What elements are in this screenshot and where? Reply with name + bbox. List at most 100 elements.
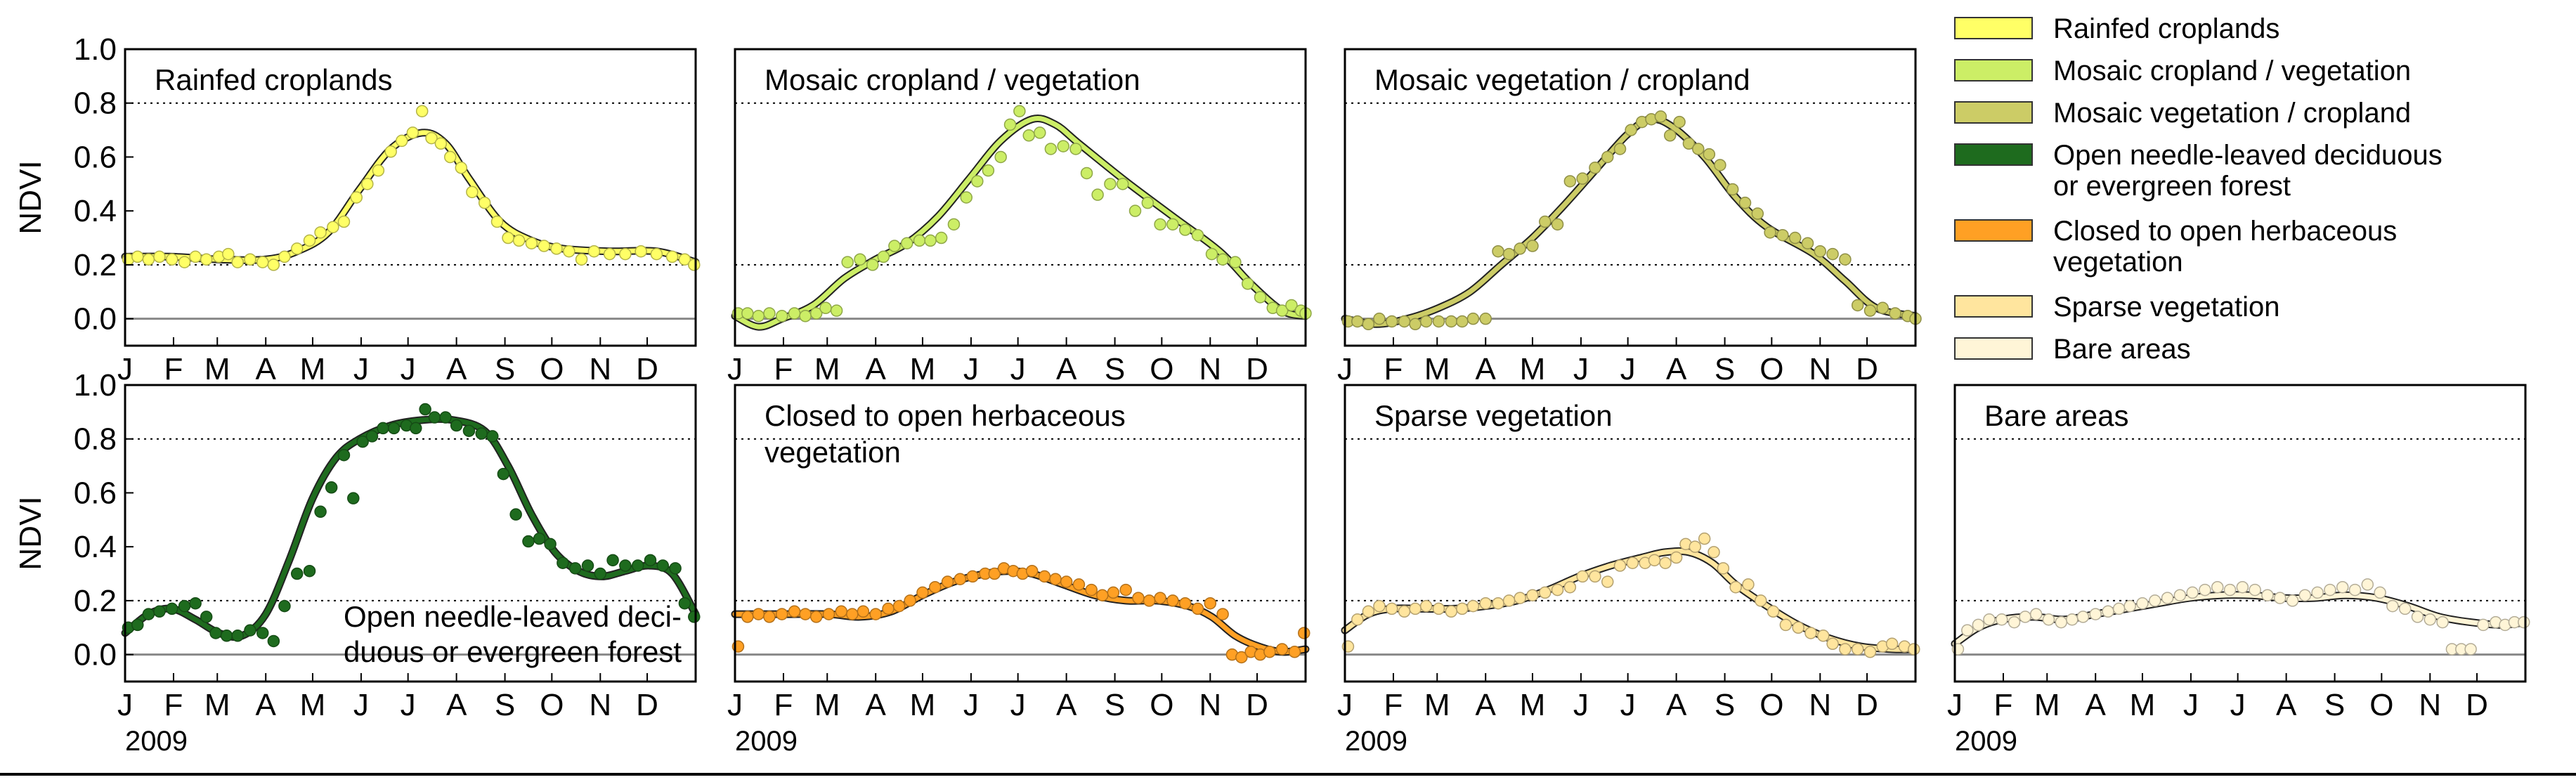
x-tick-label: A xyxy=(2086,688,2107,722)
x-tick-label: A xyxy=(1056,688,1077,722)
data-point xyxy=(406,126,419,139)
data-point xyxy=(1972,618,1985,632)
x-tick-label: O xyxy=(1759,688,1783,722)
data-point xyxy=(994,150,1007,164)
data-point xyxy=(1539,215,1552,228)
data-point xyxy=(2311,586,2324,599)
x-tick-label: J xyxy=(1573,688,1589,722)
data-point xyxy=(2102,605,2114,618)
data-point xyxy=(1038,570,1051,583)
data-point xyxy=(1576,172,1589,185)
data-point xyxy=(1539,586,1552,599)
x-tick-label: S xyxy=(495,688,515,722)
y-tick-label: 1.0 xyxy=(74,368,117,403)
legend-entry: Mosaic cropland / vegetation xyxy=(1954,56,2411,86)
data-point xyxy=(2042,613,2055,626)
legend-label: Bare areas xyxy=(2053,334,2191,365)
data-point xyxy=(1692,143,1705,155)
data-point xyxy=(303,564,316,578)
data-point xyxy=(372,164,385,177)
data-point xyxy=(153,605,166,618)
data-point xyxy=(2411,611,2424,623)
data-point xyxy=(544,537,557,551)
data-point xyxy=(1698,532,1711,545)
data-point xyxy=(929,580,942,594)
data-point xyxy=(1502,247,1516,261)
data-point xyxy=(635,245,647,258)
data-point xyxy=(2161,592,2174,604)
x-tick-label: D xyxy=(636,688,658,722)
data-point xyxy=(775,310,788,322)
data-point xyxy=(231,256,244,268)
data-point xyxy=(966,570,979,583)
data-point xyxy=(1178,223,1192,236)
data-point xyxy=(741,307,754,320)
data-point xyxy=(350,191,363,204)
data-point xyxy=(678,597,691,610)
data-point xyxy=(2055,615,2068,629)
x-tick-label: M xyxy=(300,352,326,386)
x-tick-label: J xyxy=(963,352,979,386)
x-tick-label: A xyxy=(1476,352,1497,386)
data-point xyxy=(189,250,202,263)
x-tick-label: A xyxy=(2276,688,2297,722)
panel-frame xyxy=(734,384,1307,683)
data-point xyxy=(1091,188,1104,201)
data-point xyxy=(1216,253,1229,266)
data-point xyxy=(1729,580,1742,594)
data-point xyxy=(2186,586,2199,599)
data-point xyxy=(1456,602,1469,615)
data-point xyxy=(809,611,823,623)
data-point xyxy=(1263,646,1276,658)
y-tick-label: 0.0 xyxy=(74,638,117,672)
data-point xyxy=(935,231,948,245)
data-point xyxy=(619,559,632,572)
data-point xyxy=(1776,228,1789,242)
data-point xyxy=(665,250,679,263)
panel-frame xyxy=(124,384,697,683)
data-point xyxy=(587,245,601,258)
data-point xyxy=(603,247,616,261)
data-point xyxy=(1166,594,1179,607)
data-point xyxy=(1298,627,1310,639)
x-tick-label: A xyxy=(1666,352,1687,386)
data-point xyxy=(1191,602,1204,615)
data-point xyxy=(303,234,316,247)
x-tick-label: M xyxy=(910,352,936,386)
data-point xyxy=(490,215,504,228)
data-point xyxy=(220,630,233,642)
data-point xyxy=(361,178,374,190)
x-tick-label: S xyxy=(1105,352,1125,386)
data-point xyxy=(2029,608,2043,620)
data-point xyxy=(2236,580,2249,594)
data-point xyxy=(900,237,913,249)
data-point xyxy=(1576,570,1589,583)
data-point xyxy=(982,164,995,177)
data-point xyxy=(1385,315,1398,328)
data-point xyxy=(1983,613,1996,626)
data-point xyxy=(1526,589,1539,601)
fit-curve-outline xyxy=(1341,115,1920,328)
fit-curve xyxy=(1342,116,1918,327)
data-point xyxy=(650,247,663,261)
data-point xyxy=(178,256,191,268)
y-tick-label: 0.2 xyxy=(74,584,117,618)
data-point xyxy=(434,137,448,150)
data-point xyxy=(502,231,514,245)
y-tick-label: 0.6 xyxy=(74,140,117,174)
legend-swatch xyxy=(1954,295,2033,318)
y-tick-label: 0.2 xyxy=(74,248,117,282)
panel-title: Open needle-leaved deci-duous or evergre… xyxy=(344,600,682,668)
x-tick-label: O xyxy=(1150,688,1173,722)
data-point xyxy=(327,221,339,233)
data-point xyxy=(1526,240,1539,252)
data-point xyxy=(1648,554,1661,567)
legend-entry: Open needle-leaved deciduous or evergreen… xyxy=(1954,140,2442,202)
x-tick-label: M xyxy=(2034,688,2060,722)
data-point xyxy=(2173,589,2187,601)
data-point xyxy=(854,253,866,266)
data-point xyxy=(1551,583,1564,597)
data-point xyxy=(165,253,178,266)
x-tick-label: S xyxy=(1105,688,1125,722)
